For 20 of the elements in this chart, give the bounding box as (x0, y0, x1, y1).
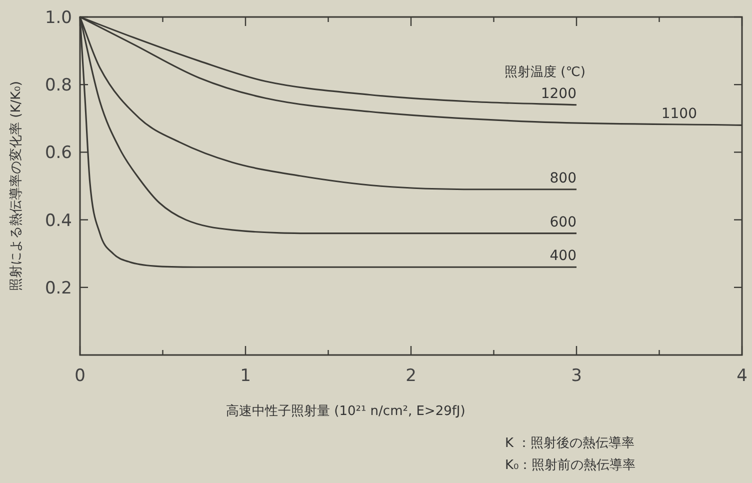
text: K ：照射後の熱伝導率 (505, 435, 635, 451)
x-tick-label: 2 (406, 366, 416, 386)
y-tick-label: 0.6 (44, 143, 72, 164)
x-axis-title: 高速中性子照射量 (10²¹ n/cm², E>29fJ) (226, 403, 466, 419)
series-label: 400 (550, 248, 576, 264)
y-tick-label: 0.2 (44, 278, 72, 298)
x-tick-label: 4 (736, 366, 748, 386)
y-tick-label: 0.4 (44, 210, 72, 231)
series-label: 800 (550, 170, 576, 186)
x-tick-label: 1 (240, 366, 251, 386)
text: K₀：照射前の熱伝導率 (505, 457, 636, 473)
y-tick-label: 1.0 (44, 8, 72, 28)
legend-title: 照射温度 (℃) (504, 64, 586, 80)
y-tick-label: 0.8 (44, 76, 72, 96)
series-label: 1200 (540, 86, 576, 102)
x-tick-label: 3 (571, 366, 582, 386)
x-tick-label: 0 (74, 366, 86, 386)
series-label: 1100 (661, 106, 697, 122)
y-axis-title: 照射による熱伝導率の変化率 (K/K₀) (8, 81, 24, 291)
series-label: 600 (550, 214, 576, 230)
